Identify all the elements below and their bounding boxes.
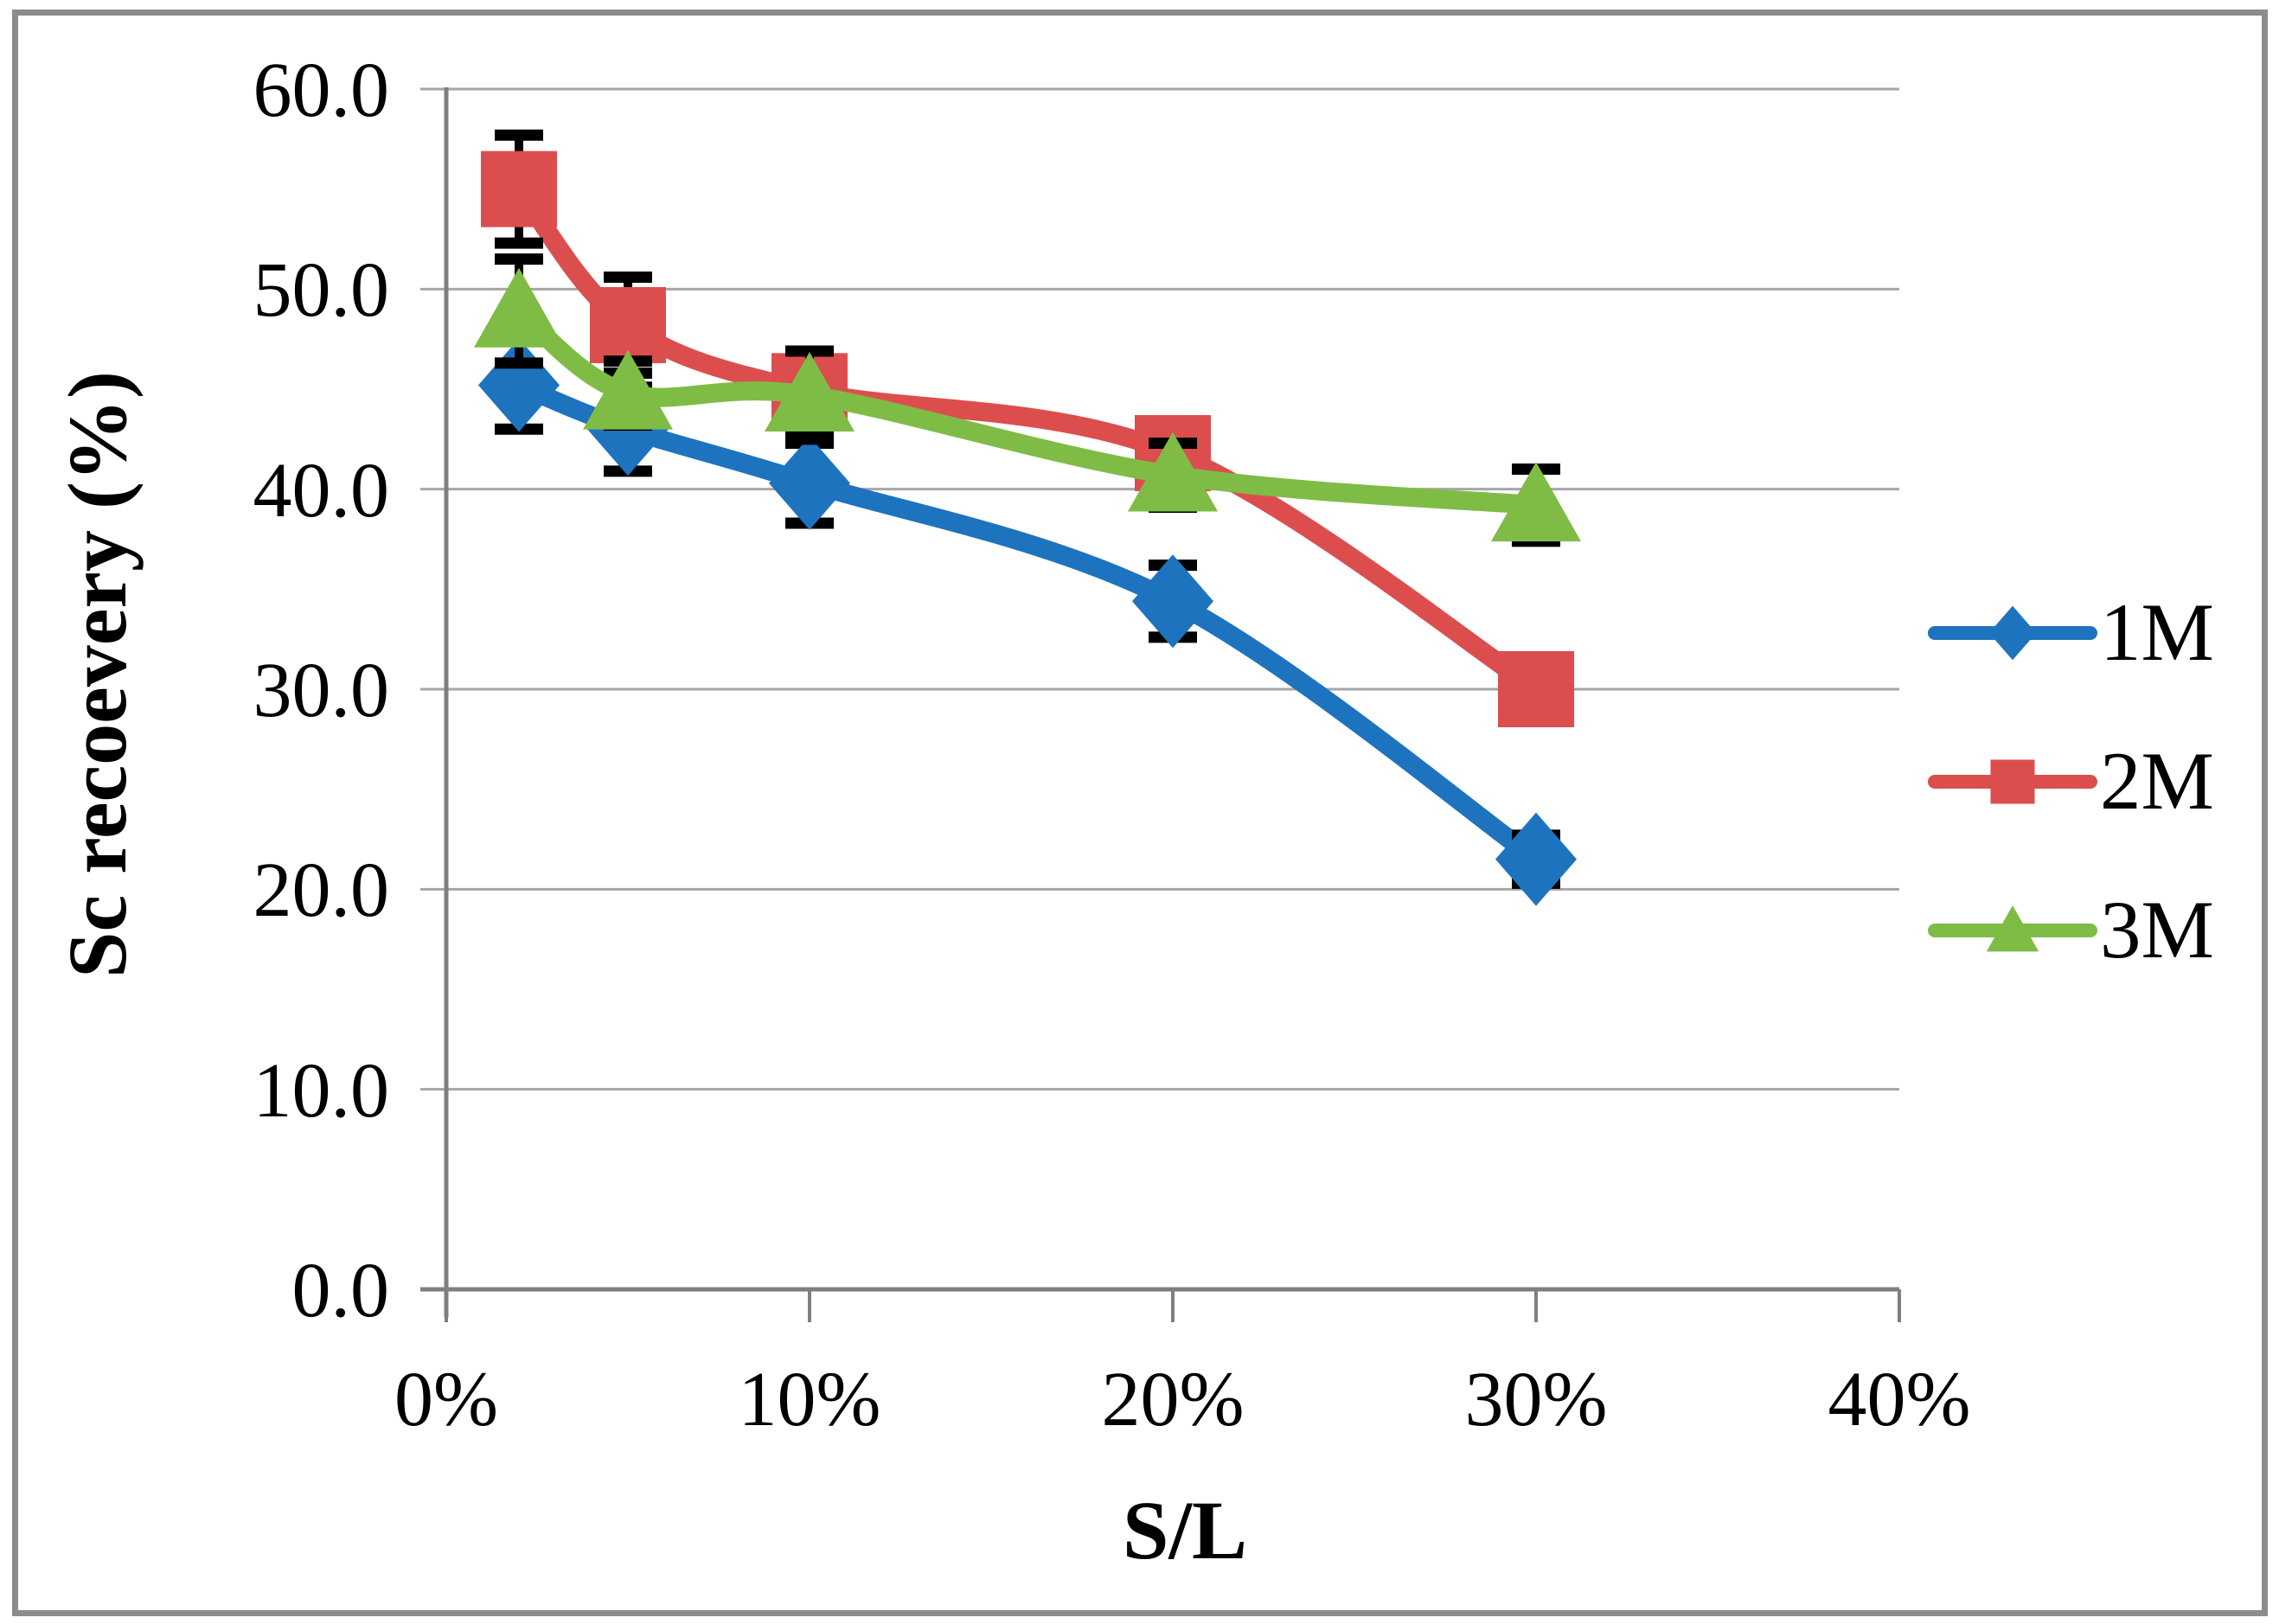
gridlines <box>420 87 1899 1091</box>
diamond-marker <box>1132 554 1213 649</box>
square-marker <box>481 150 557 227</box>
diamond-marker <box>769 436 850 530</box>
x-axis-title: S/L <box>1123 1484 1247 1576</box>
y-tick-label: 50.0 <box>253 247 390 333</box>
series-layer <box>474 129 1581 906</box>
x-tick-label: 30% <box>1465 1357 1608 1442</box>
legend-label-1m: 1M <box>2100 586 2214 678</box>
square-marker <box>1498 651 1574 728</box>
triangle-marker <box>1986 905 2039 952</box>
y-tick-label: 0.0 <box>292 1248 390 1333</box>
legend-item-3M <box>1928 905 2097 952</box>
series-1M-line <box>509 375 1546 869</box>
triangle-marker <box>1128 432 1218 512</box>
legend-label-2m: 2M <box>2100 735 2214 827</box>
y-tick-label: 60.0 <box>253 48 390 133</box>
triangle-marker <box>765 351 855 432</box>
series-3M <box>474 253 1581 547</box>
triangle-marker <box>474 267 564 348</box>
y-tick-label: 10.0 <box>253 1048 390 1134</box>
legend <box>1928 605 2097 952</box>
chart-border-frame <box>12 10 2268 1616</box>
x-tick-label: 40% <box>1828 1357 1971 1442</box>
y-axis-title: Sc recoevery (%) <box>51 371 144 978</box>
x-tick-label: 0% <box>394 1357 498 1442</box>
triangle-marker <box>1491 462 1581 542</box>
diamond-marker <box>1495 812 1577 906</box>
diamond-marker <box>1988 605 2037 661</box>
x-tick-label: 20% <box>1102 1357 1245 1442</box>
y-tick-label: 40.0 <box>253 448 390 534</box>
x-tick-label: 10% <box>739 1357 881 1442</box>
legend-label-3m: 3M <box>2100 884 2214 975</box>
y-tick-label: 30.0 <box>253 648 390 733</box>
square-marker <box>1990 759 2035 804</box>
legend-item-1M <box>1928 605 2097 661</box>
y-tick-label: 20.0 <box>253 847 390 933</box>
legend-item-2M <box>1928 759 2097 804</box>
axes <box>420 87 1901 1322</box>
triangle-marker <box>583 349 673 430</box>
